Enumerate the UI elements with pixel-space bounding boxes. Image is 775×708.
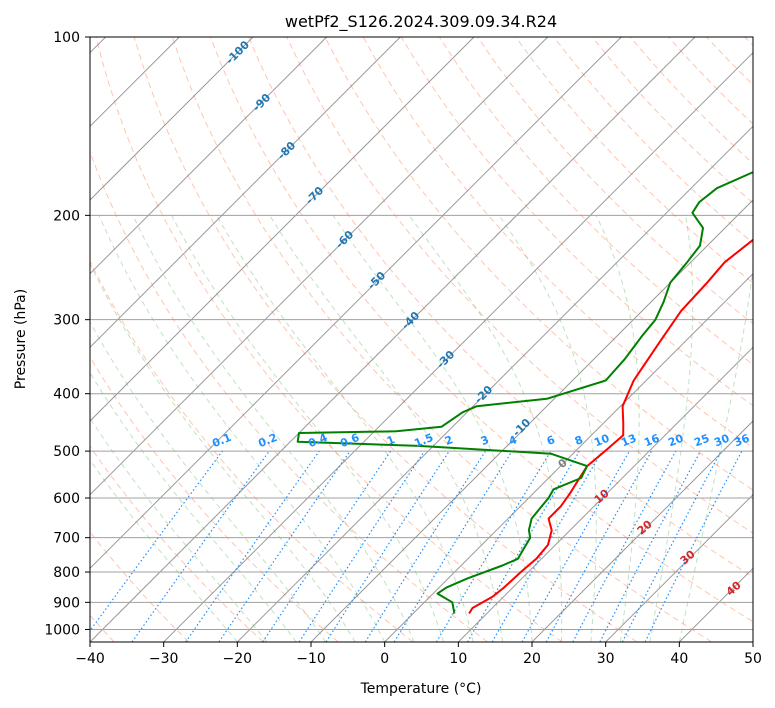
isotherm-line [384, 272, 753, 642]
moist-adiabats [90, 215, 753, 642]
mixing-ratio-label: 1 [385, 433, 397, 448]
mixing-ratio-line [572, 450, 677, 642]
moist-adiabat-line [90, 417, 268, 642]
dry-adiabat-line [90, 356, 339, 642]
x-tick-label: 10 [449, 651, 467, 667]
x-tick-label: 30 [597, 651, 615, 667]
isotherm-line [310, 199, 753, 642]
mixing-ratio-label: 16 [642, 432, 661, 450]
y-tick-label: 1000 [44, 622, 80, 638]
mixing-ratio-line [131, 450, 270, 642]
mixing-ratio-label: 10 [592, 432, 611, 450]
moist-adiabat-line [649, 215, 694, 642]
x-tick-label: 40 [670, 651, 688, 667]
moist-adiabat-line [90, 262, 356, 642]
isotherm-line [605, 493, 753, 642]
moist-adiabat-line [171, 215, 445, 642]
moist-adiabat-line [595, 215, 640, 642]
x-tick-label: −10 [296, 651, 326, 667]
y-tick-label: 400 [53, 387, 80, 403]
moist-adiabat-line [408, 215, 563, 642]
dry-adiabat-line [133, 37, 638, 642]
moist-adiabat-line [269, 215, 503, 642]
moist-adiabat-line [90, 320, 327, 642]
x-tick-label: 50 [744, 651, 762, 667]
mixing-ratio-label: 13 [619, 432, 638, 450]
dry-adiabat-line [171, 37, 712, 642]
skewed-isotherms [90, 37, 753, 642]
y-tick-label: 600 [53, 491, 80, 507]
y-tick-label: 500 [53, 444, 80, 460]
moist-adiabat-line [332, 215, 533, 642]
x-axis-ticks: −40 −30 −20 −10 0 10 20 30 40 50 [75, 642, 762, 667]
y-tick-label: 700 [53, 531, 80, 547]
x-tick-label: −20 [223, 651, 253, 667]
isotherm-line [163, 51, 753, 642]
mixing-ratio-line [90, 450, 223, 632]
mixing-ratio-line [218, 450, 351, 642]
isotherm-line [90, 37, 549, 496]
y-tick-label: 800 [53, 565, 80, 581]
mixing-ratio-line [393, 450, 513, 642]
moist-adiabat-line [90, 371, 297, 642]
isotherm-line [90, 37, 622, 570]
y-tick-label: 100 [53, 30, 80, 46]
y-tick-label: 900 [53, 595, 80, 611]
dry-adiabat-line [286, 37, 753, 534]
isotherm-line [90, 37, 401, 349]
moist-adiabat-line [216, 215, 474, 642]
moist-adiabat-line [90, 459, 238, 642]
x-axis-label: Temperature (°C) [360, 681, 482, 697]
mixing-ratio-line [545, 450, 653, 642]
y-axis-label: Pressure (hPa) [13, 289, 29, 389]
dry-adiabat-line [324, 37, 753, 491]
y-tick-label: 300 [53, 313, 80, 329]
mixing-ratio-line [521, 450, 631, 642]
pressure-gridlines [90, 37, 753, 630]
mixing-ratio-label: 20 [666, 432, 685, 450]
mixing-ratio-line [185, 450, 320, 642]
mixing-ratio-line [262, 450, 392, 642]
dewpoint-profile-line [296, 171, 753, 614]
x-tick-label: 0 [380, 651, 389, 667]
dry-adiabat-line [515, 37, 753, 284]
mixing-ratio-label: 36 [732, 432, 751, 450]
mixing-ratio-line [644, 450, 743, 642]
isotherm-line [90, 37, 475, 422]
isotherm-line [90, 37, 254, 201]
mixing-ratio-lines [90, 450, 743, 642]
mixing-ratio-label: 30 [712, 432, 731, 450]
x-tick-label: −40 [75, 651, 105, 667]
isotherm-line [90, 37, 696, 642]
dry-adiabat-line [90, 445, 264, 642]
mixing-ratio-label: 2 [443, 433, 455, 448]
mixing-ratio-line [325, 450, 450, 642]
mixing-ratio-line [298, 450, 425, 642]
moist-adiabat-line [498, 215, 597, 642]
mixing-ratio-label: 25 [692, 432, 711, 450]
x-tick-label: −30 [149, 651, 179, 667]
dry-adiabat-line [90, 259, 414, 642]
x-tick-label: 20 [523, 651, 541, 667]
sounding-series [296, 171, 753, 615]
dry-adiabat-line [95, 37, 563, 642]
temperature-profile-line [468, 238, 753, 615]
plot-area: -100-90-80-70-60-50-40-30-20-100.1 0.2 0.4… [90, 37, 753, 642]
moist-adiabat-line [132, 215, 415, 642]
y-tick-label: 200 [53, 208, 80, 224]
isotherm-line [531, 420, 753, 642]
mixing-ratio-label: 3 [479, 433, 491, 448]
y-axis-ticks: 100 200 300 400 500 600 700 800 900 1000 [44, 30, 90, 638]
moist-adiabat-line [678, 265, 753, 642]
plot-frame [89, 36, 754, 643]
isotherm-line [90, 37, 328, 275]
mixing-ratio-label: 8 [573, 433, 585, 448]
dry-adiabat-line [248, 37, 753, 578]
chart-title: wetPf2_S126.2024.309.09.34.R24 [285, 12, 557, 32]
isotherm-line [457, 346, 753, 642]
isotherm-line [236, 125, 753, 642]
